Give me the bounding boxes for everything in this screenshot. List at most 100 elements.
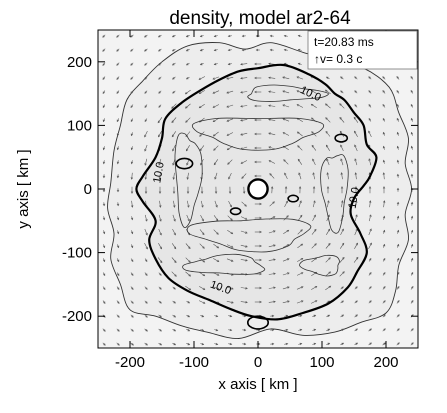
velocity-arrowhead — [130, 161, 134, 165]
velocity-arrow — [282, 104, 290, 108]
velocity-arrowhead — [173, 315, 177, 318]
x-tick-label: -100 — [179, 354, 209, 371]
density-island-contour — [229, 207, 242, 216]
velocity-arrowhead — [159, 260, 163, 264]
velocity-arrowhead — [130, 63, 133, 66]
velocity-arrowhead — [382, 229, 386, 233]
velocity-arrowhead — [299, 200, 302, 203]
velocity-arrowhead — [325, 76, 329, 79]
velocity-arrowhead — [396, 103, 399, 107]
velocity-arrowhead — [145, 301, 148, 304]
velocity-arrowhead — [411, 271, 414, 275]
velocity-arrowhead — [172, 163, 175, 166]
velocity-arrow — [144, 158, 148, 166]
velocity-arrowhead — [314, 300, 318, 303]
velocity-arrowhead — [171, 63, 175, 66]
y-tick-label: -100 — [62, 245, 92, 262]
velocity-arrowhead — [185, 148, 189, 152]
velocity-arrowhead — [397, 271, 400, 275]
velocity-arrow — [368, 158, 372, 166]
velocity-arrowhead — [269, 173, 272, 176]
velocity-arrow — [226, 244, 234, 248]
velocity-arrowhead — [102, 119, 106, 123]
velocity-arrowhead — [145, 273, 148, 276]
velocity-arrow — [339, 243, 345, 249]
velocity-arrow — [268, 273, 276, 275]
velocity-arrowhead — [273, 258, 276, 261]
velocity-arrowhead — [144, 91, 147, 94]
density-island-contour — [175, 157, 194, 170]
velocity-arrowhead — [396, 145, 400, 149]
velocity-arrowhead — [285, 328, 289, 332]
velocity-arrowhead — [243, 328, 247, 332]
velocity-arrowhead — [296, 76, 299, 79]
velocity-arrowhead — [243, 342, 247, 346]
velocity-arrowhead — [102, 245, 106, 249]
velocity-arrowhead — [397, 314, 400, 317]
velocity-arrowhead — [410, 243, 414, 247]
velocity-arrowhead — [228, 191, 232, 194]
velocity-arrowhead — [240, 161, 244, 164]
velocity-arrowhead — [202, 232, 205, 236]
velocity-arrowhead — [410, 89, 413, 93]
velocity-arrowhead — [284, 186, 288, 189]
velocity-arrowhead — [368, 117, 371, 121]
velocity-arrow — [339, 271, 345, 277]
velocity-arrowhead — [396, 76, 399, 79]
velocity-arrow — [240, 105, 248, 107]
velocity-arrowhead — [117, 343, 120, 346]
velocity-arrow — [283, 159, 289, 165]
velocity-arrowhead — [158, 77, 161, 80]
velocity-arrowhead — [282, 132, 286, 135]
velocity-arrow — [213, 159, 219, 165]
x-tick-label: -200 — [115, 354, 145, 371]
velocity-arrowhead — [254, 62, 257, 66]
velocity-arrowhead — [240, 76, 243, 80]
velocity-arrow — [368, 214, 372, 222]
velocity-arrow — [240, 301, 248, 303]
velocity-arrowhead — [158, 163, 161, 166]
velocity-arrowhead — [174, 274, 177, 277]
velocity-arrowhead — [301, 300, 304, 303]
velocity-arrow — [199, 243, 205, 249]
velocity-arrowhead — [340, 186, 344, 189]
velocity-arrowhead — [116, 77, 119, 80]
velocity-arrowhead — [157, 35, 161, 38]
velocity-arrowhead — [271, 328, 275, 332]
velocity-arrow — [368, 242, 372, 250]
velocity-arrowhead — [327, 328, 331, 332]
velocity-arrowhead — [172, 91, 175, 94]
velocity-arrowhead — [325, 144, 329, 148]
velocity-arrow — [157, 117, 163, 123]
velocity-arrowhead — [299, 342, 303, 346]
velocity-arrow — [240, 77, 248, 79]
velocity-arrowhead — [216, 259, 220, 262]
velocity-arrowhead — [103, 287, 106, 291]
velocity-arrow — [368, 130, 372, 138]
velocity-arrowhead — [116, 245, 120, 249]
velocity-arrow — [199, 145, 205, 151]
velocity-arrow — [200, 200, 204, 208]
velocity-arrow — [341, 172, 343, 180]
velocity-arrowhead — [259, 216, 262, 220]
velocity-arrowhead — [255, 34, 259, 38]
velocity-arrowhead — [187, 232, 191, 236]
velocity-arrowhead — [283, 159, 286, 162]
velocity-arrowhead — [368, 90, 371, 93]
velocity-arrowhead — [102, 231, 106, 235]
velocity-arrowhead — [354, 76, 357, 79]
density-island-contour — [287, 194, 300, 203]
velocity-arrowhead — [339, 103, 342, 106]
velocity-arrowhead — [411, 342, 414, 345]
velocity-arrowhead — [185, 48, 189, 52]
velocity-arrowhead — [213, 48, 217, 52]
velocity-arrowhead — [215, 205, 218, 208]
velocity-arrowhead — [383, 257, 386, 261]
velocity-arrowhead — [396, 229, 400, 233]
velocity-arrow — [325, 117, 331, 123]
velocity-arrowhead — [410, 103, 413, 107]
velocity-arrowhead — [285, 314, 289, 318]
velocity-arrowhead — [341, 328, 345, 331]
velocity-arrowhead — [159, 301, 162, 304]
velocity-arrowhead — [227, 48, 231, 52]
